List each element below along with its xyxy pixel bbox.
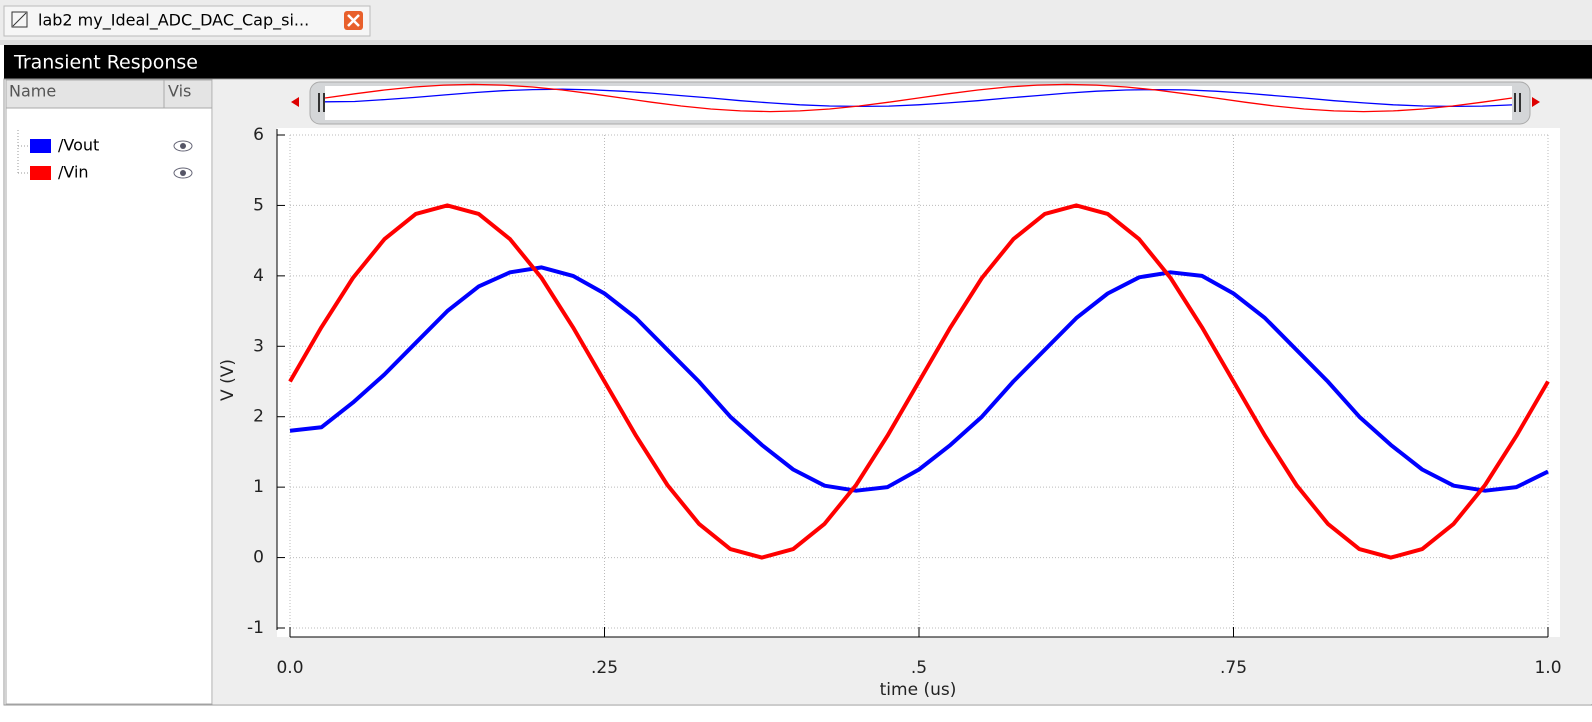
y-tick-label: 0 bbox=[253, 548, 264, 568]
tab-close-x bbox=[347, 14, 360, 27]
y-tick-label: -1 bbox=[247, 618, 264, 638]
x-axis-title: time (us) bbox=[880, 680, 957, 700]
overview-handle bbox=[318, 93, 325, 112]
tab-icon bbox=[11, 11, 28, 28]
visibility-pupil bbox=[180, 170, 186, 176]
y-tick-label: 3 bbox=[253, 336, 264, 356]
y-tick-label: 6 bbox=[253, 125, 264, 145]
x-tick-label: .25 bbox=[591, 658, 618, 678]
legend-label: /Vout bbox=[58, 136, 99, 155]
tree-lines bbox=[17, 130, 28, 174]
series-line bbox=[288, 203, 1550, 560]
y-tick-label: 2 bbox=[253, 407, 264, 427]
series-line bbox=[289, 265, 1549, 493]
overview-handle bbox=[1514, 93, 1521, 112]
legend-swatch bbox=[30, 166, 51, 180]
x-tick-label: 1.0 bbox=[1534, 658, 1561, 678]
separator bbox=[0, 40, 1592, 45]
vis-header[interactable]: Vis bbox=[168, 82, 191, 101]
overview-line bbox=[324, 88, 1513, 108]
plot: -1 0 1 2 3 4 5 6 0.0 .25 .5 .75 1.0 bbox=[247, 125, 1561, 678]
tab-icon-line bbox=[12, 12, 27, 27]
panel-title: Transient Response bbox=[13, 52, 198, 74]
y-tick-label: 4 bbox=[253, 266, 264, 286]
y-tick-label: 5 bbox=[253, 195, 264, 215]
x-tick-label: .5 bbox=[911, 658, 927, 678]
signal-list bbox=[5, 79, 213, 705]
panel-title-bar bbox=[4, 45, 1592, 79]
legend: /Vout/Vin bbox=[30, 136, 193, 182]
list-header bbox=[5, 79, 213, 109]
tab-title: lab2 my_Ideal_ADC_DAC_Cap_si... bbox=[38, 11, 309, 31]
tab[interactable] bbox=[3, 5, 371, 37]
y-tick-label: 1 bbox=[253, 477, 264, 497]
overview-window bbox=[325, 86, 1512, 120]
y-axis-title: V (V) bbox=[218, 359, 238, 401]
overview-line bbox=[324, 83, 1513, 113]
x-tick-label: 0.0 bbox=[276, 658, 303, 678]
legend-label: /Vin bbox=[58, 163, 89, 182]
legend-swatch bbox=[30, 139, 51, 153]
visibility-pupil bbox=[180, 143, 186, 149]
x-tick-label: .75 bbox=[1220, 658, 1247, 678]
name-header[interactable]: Name bbox=[9, 82, 56, 101]
